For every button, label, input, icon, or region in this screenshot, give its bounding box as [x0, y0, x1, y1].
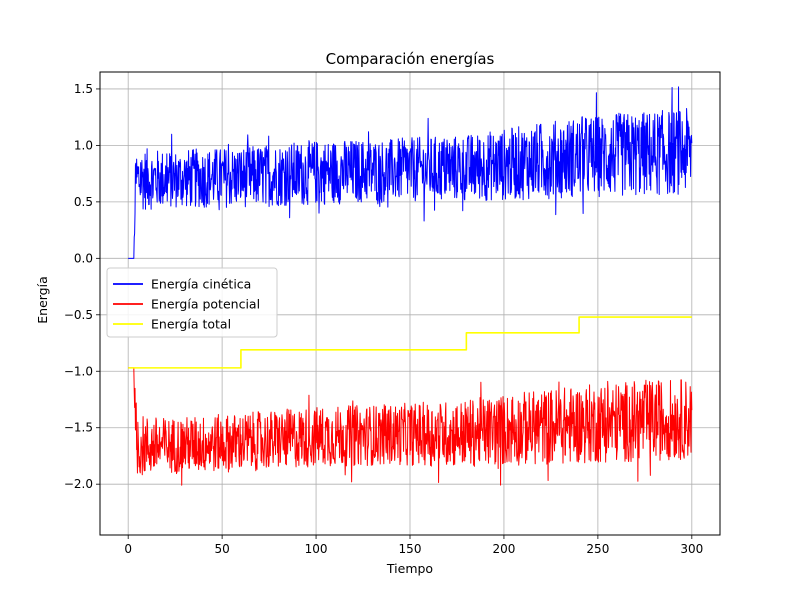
x-axis-label: Tiempo: [386, 561, 433, 576]
chart-title: Comparación energías: [326, 50, 495, 68]
x-tick-label: 100: [305, 542, 328, 556]
series-layer: [128, 86, 693, 486]
legend-label-energia-potencial: Energía potencial: [151, 297, 260, 312]
y-tick-label: 0.5: [74, 195, 93, 209]
series-line-energia-potencial: [128, 367, 693, 486]
x-tick-label: 0: [124, 542, 132, 556]
y-tick-label: −0.5: [64, 308, 93, 322]
y-tick-label: 0.0: [74, 251, 93, 265]
series-line-energia-cinetica: [128, 86, 693, 259]
y-tick-label: −1.0: [64, 364, 93, 378]
y-tick-label: 1.0: [74, 138, 93, 152]
legend: Energía cinética Energía potencial Energía…: [106, 267, 278, 338]
y-tick-label: −2.0: [64, 477, 93, 491]
x-tick-label: 250: [586, 542, 609, 556]
y-tick-label: −1.5: [64, 421, 93, 435]
x-tick-label: 300: [680, 542, 703, 556]
ticks: 0 50 100 150 200 250 300 −2.0 −1.5 −1.0 −0.5 0.0 0.5…: [64, 82, 703, 556]
legend-box: [106, 267, 278, 338]
x-tick-label: 200: [492, 542, 515, 556]
legend-label-energia-cinetica: Energía cinética: [151, 277, 251, 292]
y-tick-label: 1.5: [74, 82, 93, 96]
legend-label-energia-total: Energía total: [151, 317, 231, 332]
series-line-energia-total: [128, 316, 692, 369]
x-tick-label: 50: [214, 542, 229, 556]
y-axis-label: Energía: [35, 276, 50, 324]
x-tick-label: 150: [399, 542, 422, 556]
